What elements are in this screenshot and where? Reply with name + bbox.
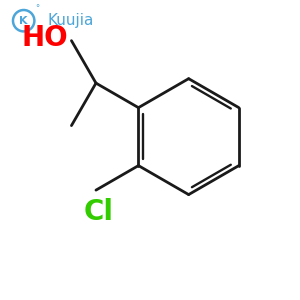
Text: Cl: Cl xyxy=(84,198,114,226)
Text: °: ° xyxy=(35,4,39,13)
Text: Kuujia: Kuujia xyxy=(48,13,94,28)
Text: HO: HO xyxy=(22,24,68,52)
Text: K: K xyxy=(20,16,28,26)
